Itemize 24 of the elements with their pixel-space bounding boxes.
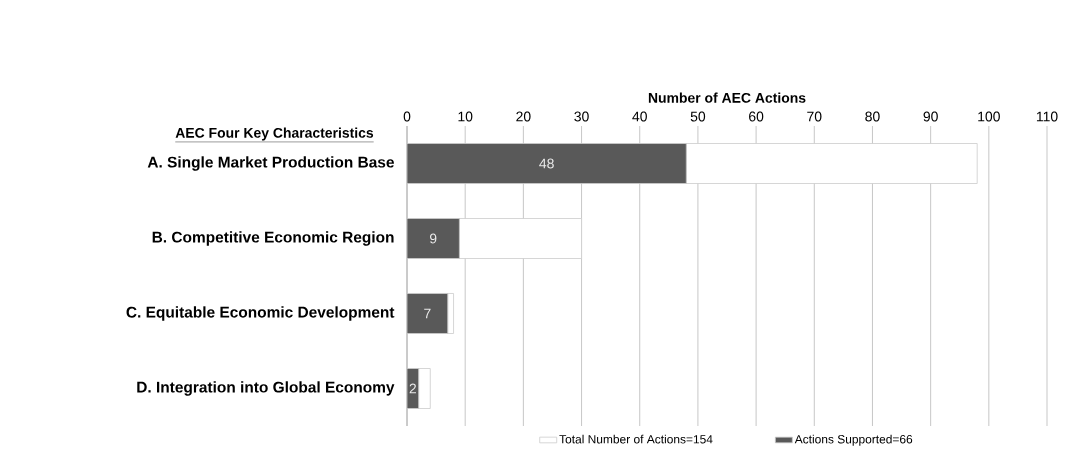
y-axis-title: AEC Four Key Characteristics [175, 127, 374, 141]
data-label: 48 [539, 158, 554, 169]
y-tick-label: C. Equitable Economic Development [126, 306, 395, 321]
x-tick-label: 100 [978, 111, 1000, 122]
legend-label: Actions Supported=66 [794, 434, 913, 446]
data-label: 2 [409, 383, 417, 394]
x-tick-label: 10 [458, 111, 473, 122]
x-tick-label: 40 [632, 111, 647, 122]
y-tick-label: D. Integration into Global Economy [137, 381, 395, 396]
y-tick-label: B. Competitive Economic Region [152, 231, 394, 246]
x-tick-label: 80 [865, 111, 880, 122]
x-tick-label: 50 [690, 111, 706, 122]
legend-label: Total Number of Actions=154 [559, 434, 713, 444]
x-tick-label: 20 [516, 111, 531, 122]
x-tick-label: 110 [1036, 111, 1058, 122]
x-tick-label: 70 [807, 111, 822, 122]
x-tick-label: 60 [749, 111, 764, 122]
data-label: 7 [424, 308, 431, 319]
x-tick-label: 0 [403, 111, 411, 122]
y-tick-label: A. Single Market Production Base [147, 156, 394, 171]
x-tick-label: 30 [574, 111, 589, 122]
x-axis-title: Number of AEC Actions [648, 92, 806, 103]
data-label: 9 [429, 233, 437, 244]
x-tick-label: 90 [923, 111, 938, 122]
